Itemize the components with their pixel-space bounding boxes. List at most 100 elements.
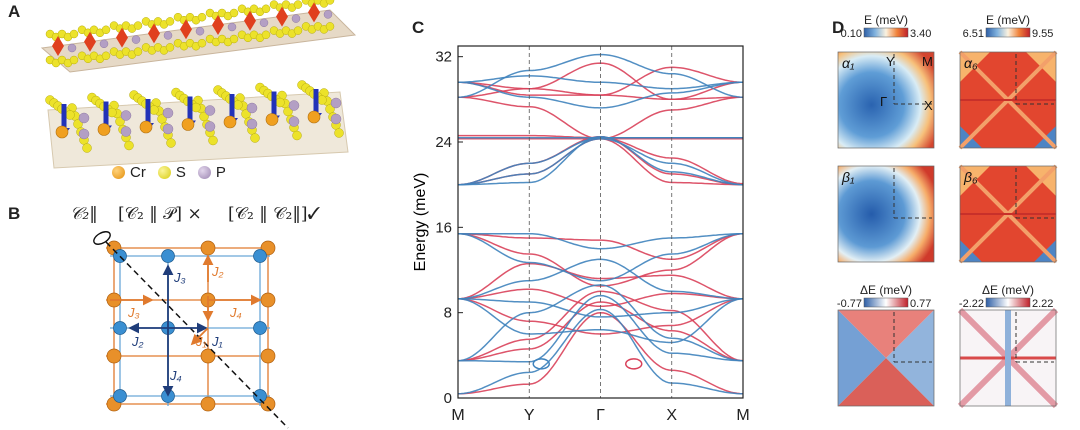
cr-site-blue <box>253 321 267 335</box>
energy-map-a6 <box>958 50 1058 150</box>
colorbar-min: -2.22 <box>959 298 984 310</box>
cr-site-blue <box>253 389 267 403</box>
legend-p-label: P <box>215 164 226 181</box>
map-label: β₁ <box>841 169 855 185</box>
s-atom-icon <box>157 166 171 179</box>
j1-label-orange: J₁ <box>195 334 207 349</box>
j3-label-navy: J₃ <box>173 270 186 285</box>
band-23 <box>458 232 744 250</box>
cr-site-orange <box>200 348 216 364</box>
crystal-structure-figure <box>40 0 357 169</box>
panel-d-label: D <box>832 18 845 37</box>
legend-cr: Cr <box>112 164 146 181</box>
atom-legend: Cr S P <box>112 164 226 181</box>
colorbar-title: E (meV) <box>864 13 908 27</box>
j4-label-navy: J₄ <box>169 368 182 383</box>
cr-site-orange <box>260 348 276 364</box>
energy-map-b1 <box>837 165 935 263</box>
colorbar-max: 9.55 <box>1032 28 1053 40</box>
cr-atom <box>265 113 279 126</box>
energy-map-d6 <box>957 307 1059 409</box>
cr-octahedron <box>308 2 320 23</box>
colorbar-title: E (meV) <box>986 13 1030 27</box>
colorbar-max: 3.40 <box>910 28 931 40</box>
panel-c-label: C <box>412 18 425 37</box>
legend-cr-label: Cr <box>130 164 146 181</box>
loop-icon-blue <box>532 358 550 370</box>
cr-site-blue <box>113 389 127 403</box>
y-axis-label: Energy (meV) <box>412 173 429 272</box>
cr-site-blue <box>253 249 267 263</box>
symmetry-op-label: 𝒞₂‖ <box>70 204 98 224</box>
band-26 <box>458 298 744 318</box>
y-tick-label: 32 <box>435 49 452 66</box>
cr-site-orange <box>106 348 122 364</box>
colorbar <box>863 297 909 308</box>
x-tick-label: Y <box>524 407 535 424</box>
cr-octahedron <box>212 15 224 35</box>
cr-octahedron <box>180 19 192 40</box>
colorbar-title: ΔE (meV) <box>860 283 912 297</box>
loop-icon-red <box>625 358 643 370</box>
band-30 <box>457 308 743 395</box>
cr-atom <box>223 115 237 129</box>
map-label: α₁ <box>842 55 855 71</box>
cr-site-orange <box>260 292 276 308</box>
cr-atom <box>97 123 111 136</box>
band-structure-chart: 0 8 16 24 32 M Y Γ X M Energy (meV) <box>412 45 750 424</box>
energy-map-a1 <box>837 51 935 149</box>
cr-atom <box>55 125 69 139</box>
operation-2: [𝒞₂ ‖ 𝒞₂‖]✓ <box>228 204 321 224</box>
colorbar-min: 0.10 <box>841 28 862 40</box>
cr-octahedron <box>148 23 160 44</box>
p-atom-icon <box>197 166 211 179</box>
map-label: α₆ <box>964 55 978 71</box>
band-15 <box>457 232 744 261</box>
cr-site-blue <box>161 249 175 263</box>
colorbar-max: 2.22 <box>1032 298 1053 310</box>
plot-frame <box>457 45 744 399</box>
colorbar <box>985 27 1031 38</box>
energy-map-d1 <box>837 309 935 407</box>
band-29 <box>458 294 744 363</box>
colorbar-title: ΔE (meV) <box>982 283 1034 297</box>
j3-label-orange: J₃ <box>127 305 140 320</box>
cr-site-orange <box>200 396 216 412</box>
y-tick-label: 24 <box>435 134 452 151</box>
cr-octahedron <box>84 31 96 52</box>
cr-octahedron <box>276 6 288 27</box>
colorbar <box>863 27 909 38</box>
y-tick-label: 0 <box>444 390 452 407</box>
x-tick-label: Γ <box>596 407 605 424</box>
band-9 <box>458 81 743 109</box>
x-tick-label: M <box>451 407 464 424</box>
exchange-lattice-diagram: J₃ J₂ J₃ J₄ J₂ J₁ J₁ J₄ <box>93 231 289 429</box>
colorbar-min: -0.77 <box>837 298 862 310</box>
j1-label-navy: J₁ <box>211 334 223 349</box>
cr-atom <box>307 110 321 124</box>
colorbar <box>985 297 1031 308</box>
operation-1: [𝒞₂ ‖ 𝒫] × <box>118 204 202 224</box>
j4-label-orange: J₄ <box>229 305 242 320</box>
bz-point-label: Γ <box>880 94 887 109</box>
cr-octahedron <box>116 27 128 48</box>
colorbar-max: 0.77 <box>910 298 931 310</box>
cr-atom <box>181 118 195 131</box>
panel-b-label: B <box>8 204 21 223</box>
legend-s: S <box>157 164 186 181</box>
x-tick-label: X <box>666 407 677 424</box>
panel-a-label: A <box>8 2 21 21</box>
cr-atom <box>139 120 153 134</box>
top-layer <box>40 0 357 73</box>
y-tick-label: 8 <box>444 305 452 322</box>
colorbar-min: 6.51 <box>963 28 984 40</box>
legend-p: P <box>197 164 226 181</box>
j2-label-navy: J₂ <box>131 334 144 349</box>
cr-octahedron <box>244 10 256 31</box>
map-label: β₆ <box>963 169 978 185</box>
bottom-layer <box>45 80 349 169</box>
cr-atom-icon <box>112 166 125 179</box>
bz-point-label: X <box>924 98 933 113</box>
cr-octahedron <box>52 36 64 56</box>
energy-map-b6 <box>958 164 1058 264</box>
